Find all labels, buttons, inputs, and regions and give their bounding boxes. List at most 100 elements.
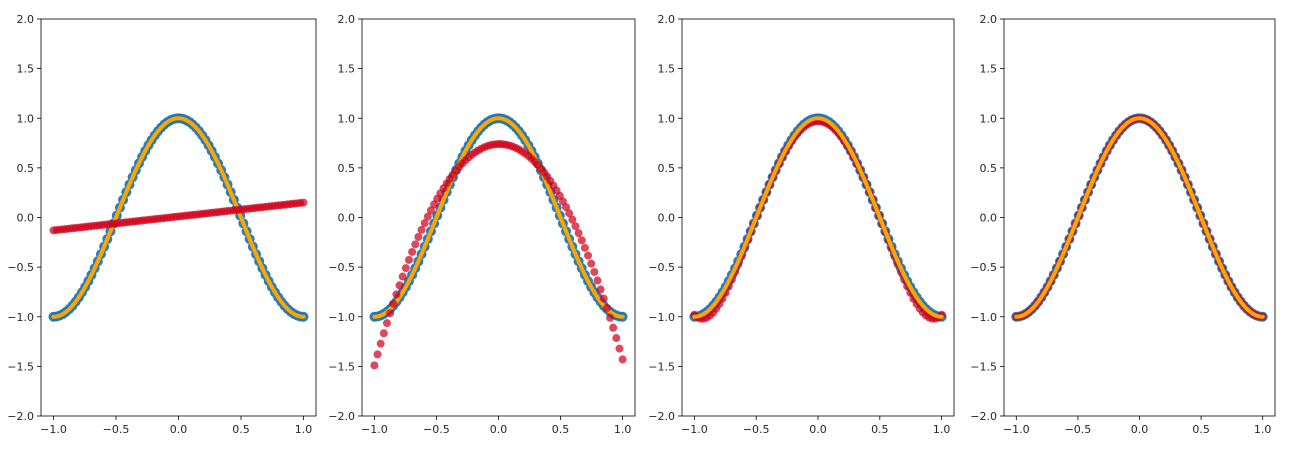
fit-point (599, 294, 608, 303)
y-tick-label: −1.0 (328, 311, 355, 324)
x-axis: −1.0 −0.5 0.0 0.5 1.0 (681, 416, 950, 436)
fit-point (392, 290, 401, 299)
x-tick-label: 0.5 (1192, 423, 1210, 436)
y-tick-label: −0.5 (648, 261, 675, 274)
x-tick-label: 0.0 (490, 423, 508, 436)
y-tick-label: −0.5 (328, 261, 355, 274)
fit-point (408, 247, 417, 256)
y-tick-label: 1.0 (17, 112, 35, 125)
x-axis: −1.0 −0.5 0.0 0.5 1.0 (1003, 416, 1271, 436)
target-curve-series (1014, 116, 1265, 319)
y-tick-label: 1.5 (658, 63, 676, 76)
subplot-3: −1.0 −0.5 0.0 0.5 1.0 −2.0 −1.5 −1.0 −0.5 0.0 0.5 1… (648, 13, 955, 436)
y-tick-label: 0.0 (338, 212, 356, 225)
y-axis: −2.0 −1.5 −1.0 −0.5 0.0 0.5 1.0 1.5 2.0 (648, 13, 682, 423)
subplot-1: −1.0 −0.5 0.0 0.5 1.0 −2.0 −1.5 −1.0 −0.5 0.0 0.5 1… (7, 13, 317, 436)
y-tick-label: 2.0 (338, 13, 356, 26)
plot-area (369, 113, 628, 370)
target-curve-series (372, 116, 625, 319)
fit-point (426, 206, 435, 215)
axes-frame (361, 18, 636, 417)
y-tick-label: 0.5 (338, 162, 356, 175)
target-curve-line (372, 116, 625, 319)
fit-point (376, 339, 385, 348)
fit-point (382, 319, 391, 328)
y-tick-label: −1.5 (648, 360, 675, 373)
y-tick-label: 0.0 (980, 212, 998, 225)
y-tick-label: 1.0 (658, 112, 676, 125)
fit-point (612, 334, 621, 343)
fit-point (593, 276, 602, 285)
fit-points-series (690, 117, 946, 323)
fit-point (606, 313, 615, 322)
fit-point (398, 272, 407, 281)
fit-point (401, 264, 410, 273)
fit-point (577, 236, 586, 245)
y-tick-label: −0.5 (7, 261, 34, 274)
x-tick-label: 0.0 (1131, 423, 1149, 436)
target-curve-series (692, 116, 944, 319)
y-tick-label: 0.0 (17, 212, 35, 225)
x-tick-label: 1.0 (295, 423, 313, 436)
plot-area (1011, 113, 1268, 322)
fit-point (571, 222, 580, 231)
fit-point (568, 215, 577, 224)
x-tick-label: −1.0 (361, 423, 388, 436)
y-axis: −2.0 −1.5 −1.0 −0.5 0.0 0.5 1.0 1.5 2.0 (7, 13, 41, 423)
fit-point (596, 285, 605, 294)
x-tick-label: −0.5 (743, 423, 770, 436)
fit-point (587, 259, 596, 268)
plot-area (689, 113, 947, 323)
x-tick-label: −1.0 (40, 423, 67, 436)
x-tick-label: 1.0 (1254, 423, 1272, 436)
y-tick-label: −2.0 (328, 410, 355, 423)
y-tick-label: 1.5 (17, 63, 35, 76)
fit-point (584, 251, 593, 260)
y-tick-label: 1.0 (980, 112, 998, 125)
x-tick-label: 0.5 (552, 423, 570, 436)
fit-point (565, 209, 574, 218)
x-tick-label: 1.0 (933, 423, 951, 436)
x-axis: −1.0 −0.5 0.0 0.5 1.0 (361, 416, 631, 436)
y-tick-label: −2.0 (7, 410, 34, 423)
fit-point (590, 267, 599, 276)
x-tick-label: −1.0 (1003, 423, 1030, 436)
y-tick-label: −1.5 (970, 360, 997, 373)
fit-point (602, 304, 611, 313)
y-axis: −2.0 −1.5 −1.0 −0.5 0.0 0.5 1.0 1.5 2.0 (970, 13, 1004, 423)
y-axis: −2.0 −1.5 −1.0 −0.5 0.0 0.5 1.0 1.5 2.0 (328, 13, 362, 423)
x-tick-label: 0.5 (871, 423, 889, 436)
y-tick-label: 0.5 (17, 162, 35, 175)
fit-point (379, 329, 388, 338)
x-tick-label: 0.0 (809, 423, 827, 436)
target-curve-line (51, 116, 306, 319)
y-tick-label: −1.0 (7, 311, 34, 324)
fit-point (574, 229, 583, 238)
y-tick-label: −1.0 (648, 311, 675, 324)
fit-point (395, 281, 404, 290)
y-tick-label: 2.0 (658, 13, 676, 26)
target-curve-line (1014, 116, 1265, 319)
y-tick-label: 1.5 (980, 63, 998, 76)
fit-point (414, 232, 423, 241)
target-curve-line (692, 116, 944, 319)
fit-point (423, 212, 432, 221)
fit-point (417, 225, 426, 234)
y-tick-label: −0.5 (970, 261, 997, 274)
fit-point (386, 309, 395, 318)
plot-area (48, 113, 309, 322)
y-tick-label: 1.0 (338, 112, 356, 125)
y-tick-label: 2.0 (17, 13, 35, 26)
fit-point (389, 299, 398, 308)
y-tick-label: −1.5 (7, 360, 34, 373)
y-tick-label: 0.5 (658, 162, 676, 175)
fit-points-series (370, 140, 627, 370)
x-tick-label: −0.5 (423, 423, 450, 436)
fit-point (562, 203, 571, 212)
fit-point (618, 355, 627, 364)
y-tick-label: 1.5 (338, 63, 356, 76)
axes-frame (681, 18, 955, 417)
x-tick-label: −1.0 (681, 423, 708, 436)
y-tick-label: 2.0 (980, 13, 998, 26)
